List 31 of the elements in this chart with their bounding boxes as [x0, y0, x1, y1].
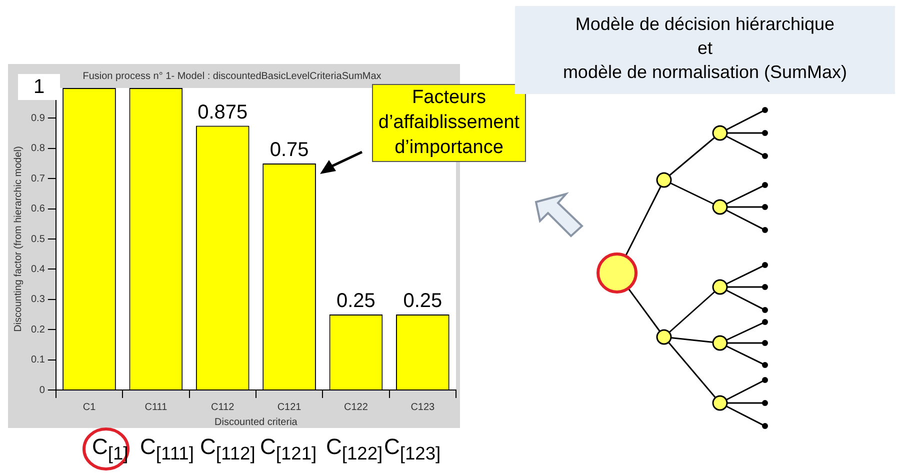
x-tick-label: C1: [82, 402, 96, 413]
y-tick-label: 0.6: [30, 204, 46, 215]
y-tick-label: 0.3: [30, 294, 46, 306]
x-tick-label: C122: [344, 402, 368, 413]
annotation: Facteurs d’affaiblissement d’importance: [372, 84, 526, 162]
data-label: 0.75: [270, 139, 309, 162]
y-tick-label: 0.8: [30, 143, 46, 154]
y-axis-title: Discounting factor (from hierarchic model): [12, 146, 24, 332]
x-tick-label: C121: [277, 402, 302, 413]
text: 1: [18, 74, 60, 100]
x-tick-label: C112: [211, 402, 235, 413]
y-tick-label: 0: [39, 384, 46, 396]
data-label: 0.875: [198, 101, 248, 124]
data-label: 0.25: [336, 290, 376, 312]
text: C$_{[111]}$: [140, 434, 194, 464]
y-tick-label: 0.7: [30, 173, 46, 184]
x-tick-label: C111: [144, 402, 168, 413]
text: C$_{[122]}$: [326, 434, 383, 464]
y-tick-label: 0.1: [30, 354, 46, 366]
y-tick-label: 0.2: [30, 324, 46, 336]
data-label: 0.25: [403, 290, 442, 312]
chart-title: Fusion process n° 1- Model : discountedBasicLevelCriteriaSumMax: [82, 70, 382, 82]
y-tick-label: 0.4: [30, 264, 46, 275]
text: Modèle de décision hiérarchique et modèle de normalisation (SumMax): [515, 6, 895, 94]
text: C$_{[123]}$: [384, 434, 441, 464]
text: C$_{[112]}$: [200, 434, 256, 464]
y-tick-label: 0.5: [30, 234, 46, 245]
x-tick-label: C123: [410, 402, 436, 413]
text: C$_{[121]}$: [260, 434, 317, 464]
x-axis-title: Discounted criteria: [214, 416, 298, 428]
y-tick-label: 0.9: [30, 112, 46, 124]
